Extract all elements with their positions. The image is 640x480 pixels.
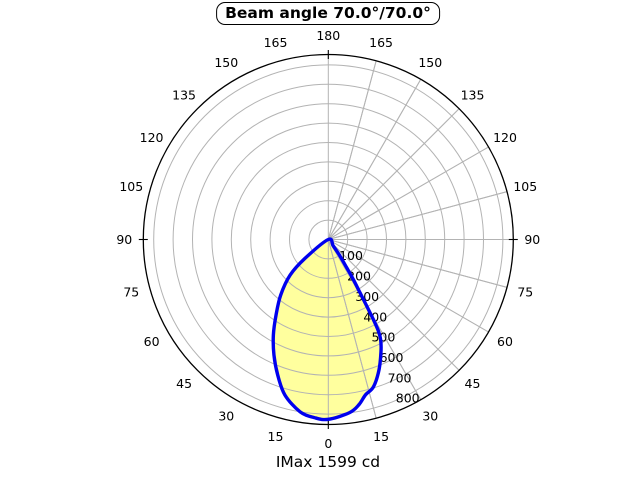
angle-label: 75 — [517, 285, 533, 300]
radius-label: 600 — [380, 350, 404, 365]
radius-label: 500 — [371, 330, 395, 345]
radius-label: 100 — [339, 248, 363, 263]
angle-label: 60 — [144, 334, 160, 349]
grid-spoke — [327, 60, 377, 240]
angle-label: 105 — [119, 179, 143, 194]
angle-label: 90 — [524, 232, 540, 247]
radius-label: 700 — [388, 370, 412, 385]
angle-label: 165 — [264, 35, 288, 50]
angle-label: 15 — [373, 429, 389, 444]
angle-label: 150 — [418, 55, 442, 70]
grid-spoke — [327, 108, 460, 240]
radius-label: 800 — [396, 391, 420, 406]
grid-spoke — [328, 239, 489, 333]
cardinal-ticks — [138, 50, 518, 429]
angle-label: 30 — [218, 409, 234, 424]
angle-label: 75 — [123, 285, 139, 300]
angle-label: 135 — [461, 88, 485, 103]
angle-label: 150 — [214, 55, 238, 70]
angle-label: 0 — [324, 436, 332, 451]
grid-spoke — [328, 239, 508, 288]
angle-label: 105 — [513, 179, 537, 194]
angle-label: 180 — [316, 28, 340, 43]
chart-title: Beam angle 70.0°/70.0° — [216, 2, 440, 25]
beam-curve — [271, 237, 383, 422]
angle-label: 45 — [465, 376, 481, 391]
angle-label: 15 — [268, 429, 284, 444]
grid-spoke — [327, 79, 422, 240]
angle-label: 30 — [422, 409, 438, 424]
angle-label: 135 — [172, 88, 196, 103]
polar-grid — [153, 54, 514, 425]
angle-label: 120 — [140, 130, 164, 145]
grid-spoke — [327, 239, 460, 371]
grid-spoke — [327, 239, 377, 419]
angle-label: 45 — [176, 376, 192, 391]
angle-labels: 0 180 15 15 30 30 45 45 60 60 75 75 90 90 105 105 120 120… — [116, 28, 540, 451]
angle-label: 120 — [493, 130, 517, 145]
imax-caption: IMax 1599 cd — [275, 453, 381, 471]
grid-spoke — [328, 146, 489, 240]
angle-label: 60 — [497, 334, 513, 349]
angle-label: 90 — [116, 232, 132, 247]
angle-label: 165 — [369, 35, 393, 50]
grid-spoke — [328, 191, 508, 240]
